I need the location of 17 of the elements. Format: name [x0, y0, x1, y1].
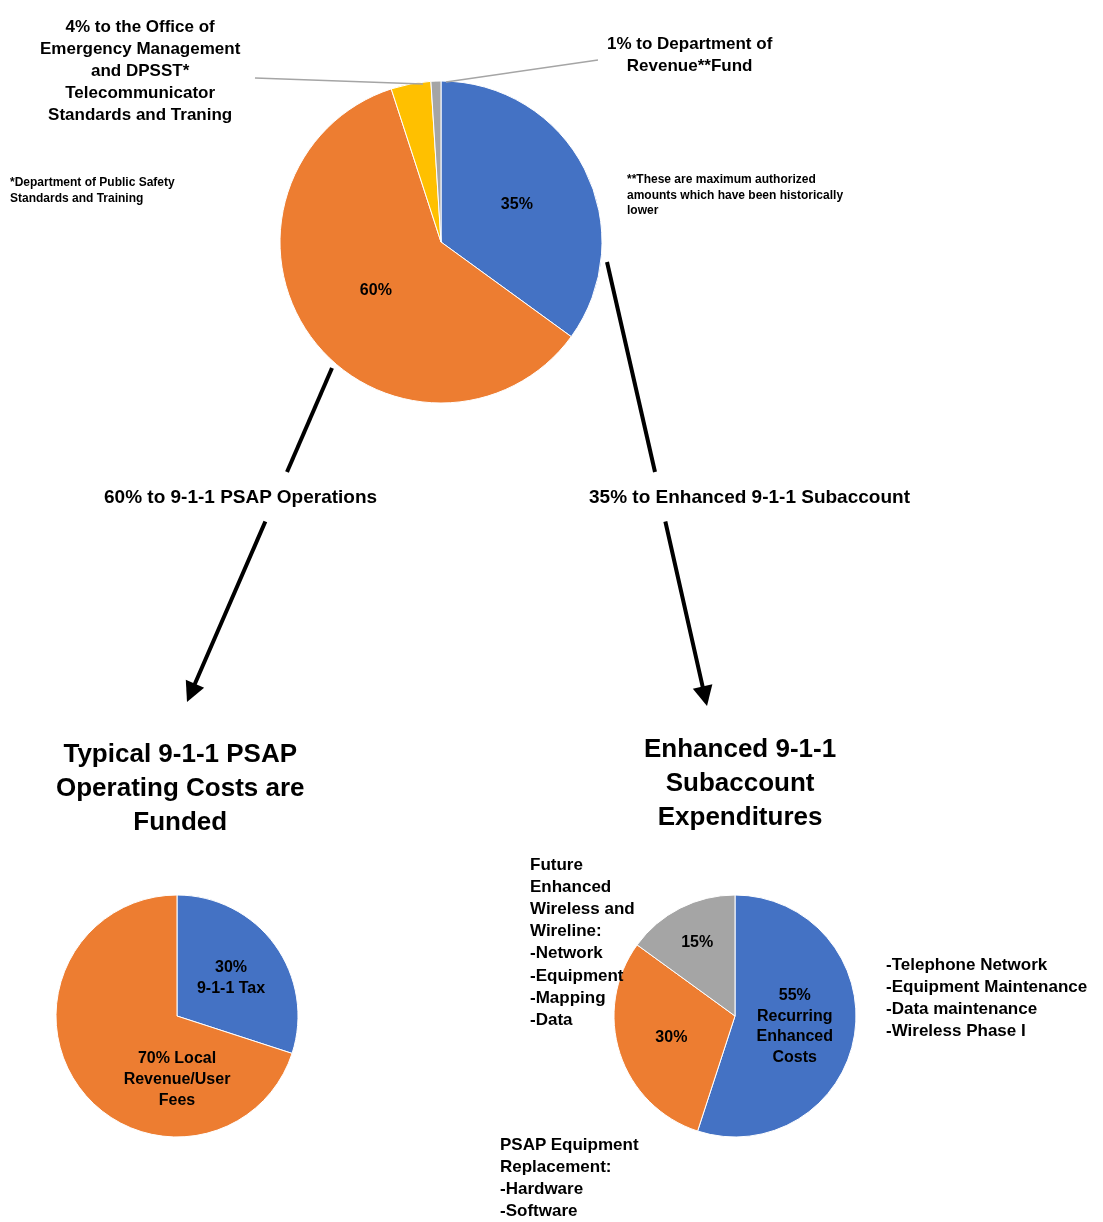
- text: 60% to 9-1-1 PSAP Operations: [104, 486, 378, 507]
- data-label: 35%: [500, 194, 533, 212]
- slice-label: PSAP Equipment Replacement: -Hardware -Software: [500, 1135, 639, 1221]
- data-label: 15%: [681, 933, 714, 951]
- data-label: 30% 9-1-1 Tax: [196, 957, 266, 996]
- text: **These are maximum authorized amounts which have been historically lower: [627, 172, 844, 218]
- chart-title: Typical 9-1-1 PSAP Operating Costs are Funded: [56, 738, 305, 836]
- data-label: 60%: [359, 280, 392, 298]
- data-label: 70% Local Revenue/User Fees: [123, 1048, 231, 1108]
- data-label: 30%: [655, 1028, 688, 1046]
- slice-label: 4% to the Office of Emergency Management and DPSST* Telecommunicator Standards and Traning: [40, 17, 241, 125]
- slice-label: 1% to Department of Revenue**Fund: [607, 34, 773, 76]
- slice-label: -Telephone Network -Equipment Maintenance -Data maintenance -Wireless Phase I: [886, 955, 1088, 1041]
- text: 35% to Enhanced 9-1-1 Subaccount: [589, 486, 911, 507]
- text: *Department of Public Safety Standards and Training: [10, 175, 176, 205]
- chart-title: Enhanced 9-1-1 Subaccount Expenditures: [644, 733, 837, 831]
- data-label: 55% Recurring Enhanced Costs: [756, 985, 833, 1066]
